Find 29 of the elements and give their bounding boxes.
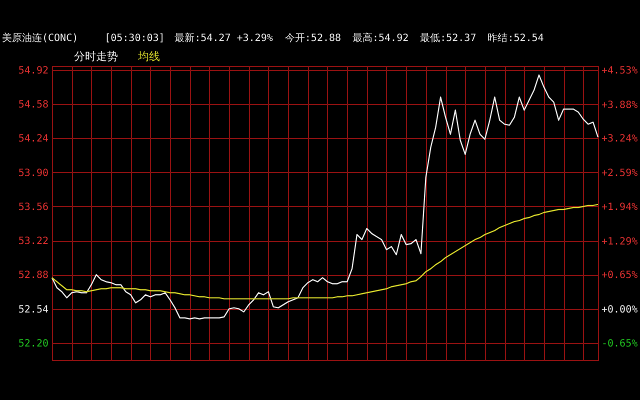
- text: 均线: [137, 50, 160, 63]
- y2-tick-label: +3.24%: [602, 134, 638, 145]
- y-tick-label: 54.24: [18, 134, 48, 145]
- y2-tick-label: +0.65%: [602, 270, 638, 282]
- line-series: [51, 74, 599, 320]
- y-tick-label: 53.22: [18, 236, 48, 248]
- y2-tick-label: +1.29%: [602, 236, 638, 248]
- text: 分时走势: [74, 50, 118, 63]
- text: 今开:52.88: [284, 32, 342, 44]
- y-tick-label: 54.92: [18, 66, 48, 77]
- y-tick-label: 53.56: [18, 202, 48, 213]
- text: 最高:54.92: [352, 32, 409, 44]
- y2-tick-label: +2.59%: [602, 168, 638, 179]
- y-tick-label: 52.88: [18, 270, 48, 282]
- text: [05:30:03]: [104, 33, 165, 44]
- y-tick-label: 52.54: [18, 304, 48, 316]
- y2-tick-label: +0.00%: [602, 304, 638, 316]
- y2-tick-label: +1.94%: [602, 202, 638, 214]
- text: 昨结:52.54: [488, 32, 544, 44]
- y2-tick-label: +3.88%: [602, 100, 638, 111]
- y-tick-label: 52.20: [18, 338, 48, 350]
- y2-tick-label: +4.53%: [602, 66, 638, 77]
- text: 最低:52.37: [420, 33, 476, 44]
- y2-tick-label: -0.65%: [602, 338, 638, 350]
- y-tick-label: 54.58: [18, 100, 48, 111]
- chart-title: 美原油连(CONC): [2, 32, 78, 44]
- text: 最新:54.27 +3.29%: [174, 32, 273, 44]
- y-tick-label: 53.90: [18, 168, 48, 179]
- line-series: [51, 204, 599, 300]
